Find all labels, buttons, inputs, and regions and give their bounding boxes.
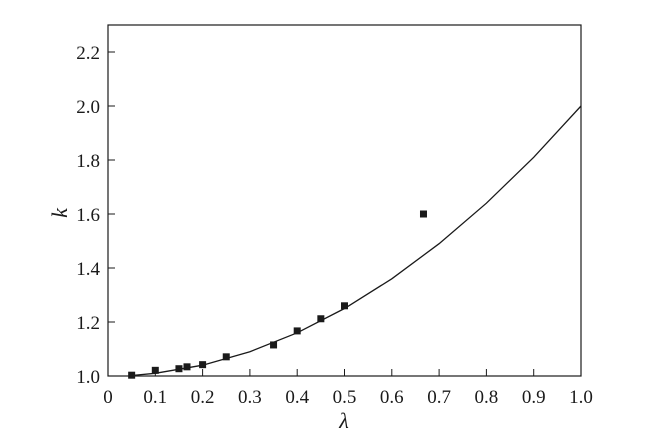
y-tick-label: 1.6 xyxy=(76,205,100,226)
fit-curve xyxy=(131,105,582,377)
x-tick-label: 0.9 xyxy=(522,387,546,408)
y-tick-label: 1.2 xyxy=(76,313,100,334)
data-point xyxy=(128,371,136,379)
data-point xyxy=(199,361,207,369)
plot-frame xyxy=(107,24,582,377)
data-point xyxy=(175,365,183,373)
fit-curve-layer xyxy=(131,105,582,377)
x-tick-label: 0.8 xyxy=(475,387,499,408)
data-point xyxy=(341,302,348,310)
x-tick-label: 0.6 xyxy=(380,387,404,408)
x-tick-label: 0.7 xyxy=(427,387,451,408)
x-tick-label: 0.5 xyxy=(333,387,357,408)
y-axis-ticks: 1.0 1.2 1.4 1.6 1.8 2.0 2.2 xyxy=(76,43,115,388)
y-axis-label: k xyxy=(47,207,72,218)
data-point xyxy=(183,363,191,371)
y-tick-label: 2.0 xyxy=(76,97,100,118)
data-point xyxy=(222,353,230,361)
y-tick-label: 2.2 xyxy=(76,43,100,64)
data-point xyxy=(419,210,427,218)
data-point xyxy=(293,327,301,335)
x-axis-label: λ xyxy=(338,408,349,433)
y-tick-label: 1.4 xyxy=(76,259,100,280)
x-tick-label: 1.0 xyxy=(569,387,593,408)
data-point xyxy=(317,315,325,323)
data-point xyxy=(151,366,159,374)
y-tick-label: 1.8 xyxy=(76,151,100,172)
data-point xyxy=(270,341,278,349)
data-points-layer xyxy=(128,210,427,379)
x-tick-label: 0.4 xyxy=(285,387,309,408)
x-tick-label: 0.3 xyxy=(238,387,262,408)
y-tick-label: 1.0 xyxy=(76,367,100,388)
x-tick-label: 0.2 xyxy=(191,387,215,408)
x-tick-label: 0 xyxy=(103,387,113,408)
x-tick-label: 0.1 xyxy=(143,387,167,408)
x-axis-ticks: 0 0.1 0.2 0.3 0.4 0.5 0.6 0.7 0.8 0.9 1.0 xyxy=(103,369,593,408)
